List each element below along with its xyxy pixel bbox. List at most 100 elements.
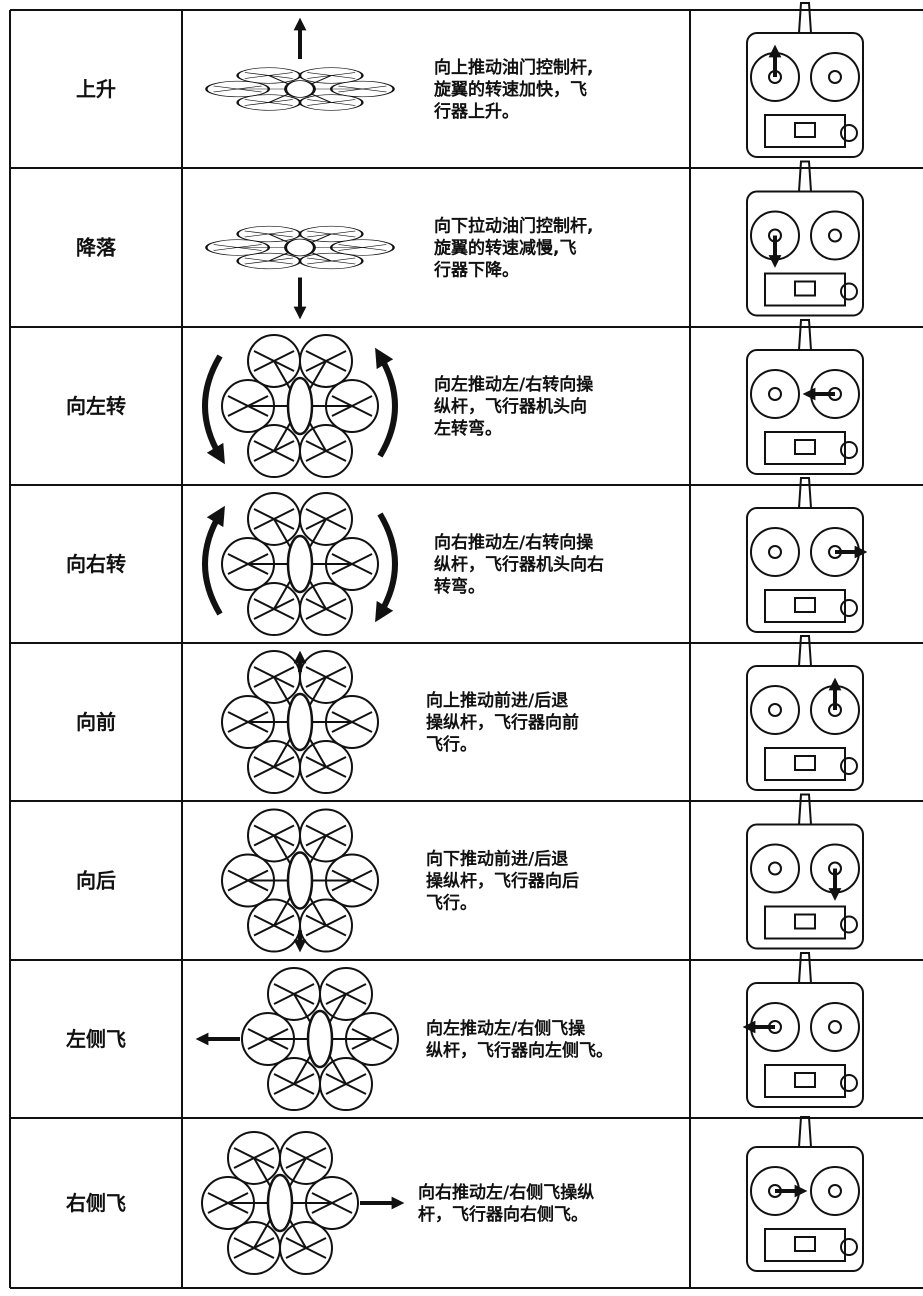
transmitter-body [746,32,864,158]
rotor-guard [279,1130,333,1185]
propeller [325,1073,367,1095]
rotor-guard [247,898,301,953]
description-line: 行器下降。 [433,260,519,281]
drone-body [286,851,314,910]
stick [828,1020,842,1034]
dial [840,1074,858,1092]
rotor-guard [298,67,364,84]
propeller [306,72,356,79]
stick-ring [810,210,860,261]
propeller [227,869,269,892]
transmitter-body [746,507,864,633]
row-label: 向后 [76,869,116,893]
drone [241,966,399,1112]
propeller [253,666,295,688]
rotor-guard [221,379,275,433]
description-line: 旋翼的转速减慢,飞 [433,238,576,259]
rotor-guard [325,695,379,749]
rotor-guard [227,1221,281,1276]
screen-panel [764,1228,846,1262]
description-line: 操纵杆，飞行器向前 [426,712,579,733]
row-label: 向右转 [66,552,126,576]
dial [840,915,858,934]
row-label: 降落 [76,236,117,260]
antenna [798,477,812,509]
screen [794,439,816,455]
screen-panel [764,272,846,307]
description-line: 左转弯。 [434,418,502,439]
description-line: 向上推动前进/后退 [426,690,568,711]
screen [794,1236,816,1252]
drone-body [286,534,314,594]
rotor-guard [330,80,395,98]
drone-body [284,238,316,257]
rotor-guard [298,225,364,243]
rotor-guard [241,1012,295,1066]
rotor-guard [325,853,379,908]
propeller [305,756,347,778]
propeller [305,666,347,688]
description-line: 转弯。 [434,576,485,597]
propeller [253,914,295,937]
drone [221,491,379,637]
rotor-guard [345,1012,399,1066]
dial [840,282,858,301]
screen [794,597,816,613]
description-line: 纵杆，飞行器向左侧飞。 [426,1040,613,1061]
propeller [244,257,294,265]
transmitter-body [746,665,864,791]
description-line: 飞行。 [426,734,477,755]
propeller [306,99,356,106]
propeller [337,244,387,251]
dial [840,124,858,142]
transmitter [746,2,864,158]
drone-body [266,1173,294,1233]
drone [221,649,379,795]
dial [840,757,858,775]
description-line: 飞行。 [426,893,477,914]
screen-panel [764,905,846,940]
propeller [306,257,356,265]
row-label: 左侧飞 [66,1027,126,1051]
propeller [213,244,263,251]
description-line: 向右推动左/右侧飞操纵 [418,1182,594,1203]
dial [840,441,858,459]
stick-ring [750,527,800,577]
row-label: 上升 [76,77,116,101]
description-line: 向左推动左/右侧飞操 [426,1018,585,1039]
rotor-guard [299,649,353,704]
propeller [331,395,373,417]
stick [768,545,782,559]
stick [828,1184,842,1198]
transmitter-body [746,349,864,475]
turn-arrow [375,512,398,623]
propeller [305,508,347,530]
propeller [227,395,269,417]
propeller [227,553,269,575]
screen-panel [764,1064,846,1098]
screen-panel [764,431,846,465]
propeller [305,598,347,620]
screen [794,913,816,930]
rotor-guard [247,424,301,479]
stick-ring [810,52,860,102]
propeller [306,230,356,238]
propeller [247,1028,289,1050]
description-line: 行器上升。 [433,101,519,122]
propeller [253,756,295,778]
antenna [798,793,812,825]
row-label: 向左转 [66,394,126,418]
rotor-guard [247,582,301,637]
description-line: 纵杆，飞行器机头向右 [434,554,604,575]
antenna [798,1116,812,1148]
propeller [253,440,295,462]
propeller [305,350,347,372]
drone-body [284,80,316,98]
row-label: 向前 [76,710,116,734]
drone [205,225,395,270]
propeller [325,983,367,1005]
propeller [227,711,269,733]
stick-ring [750,369,800,419]
propeller [285,1147,327,1169]
